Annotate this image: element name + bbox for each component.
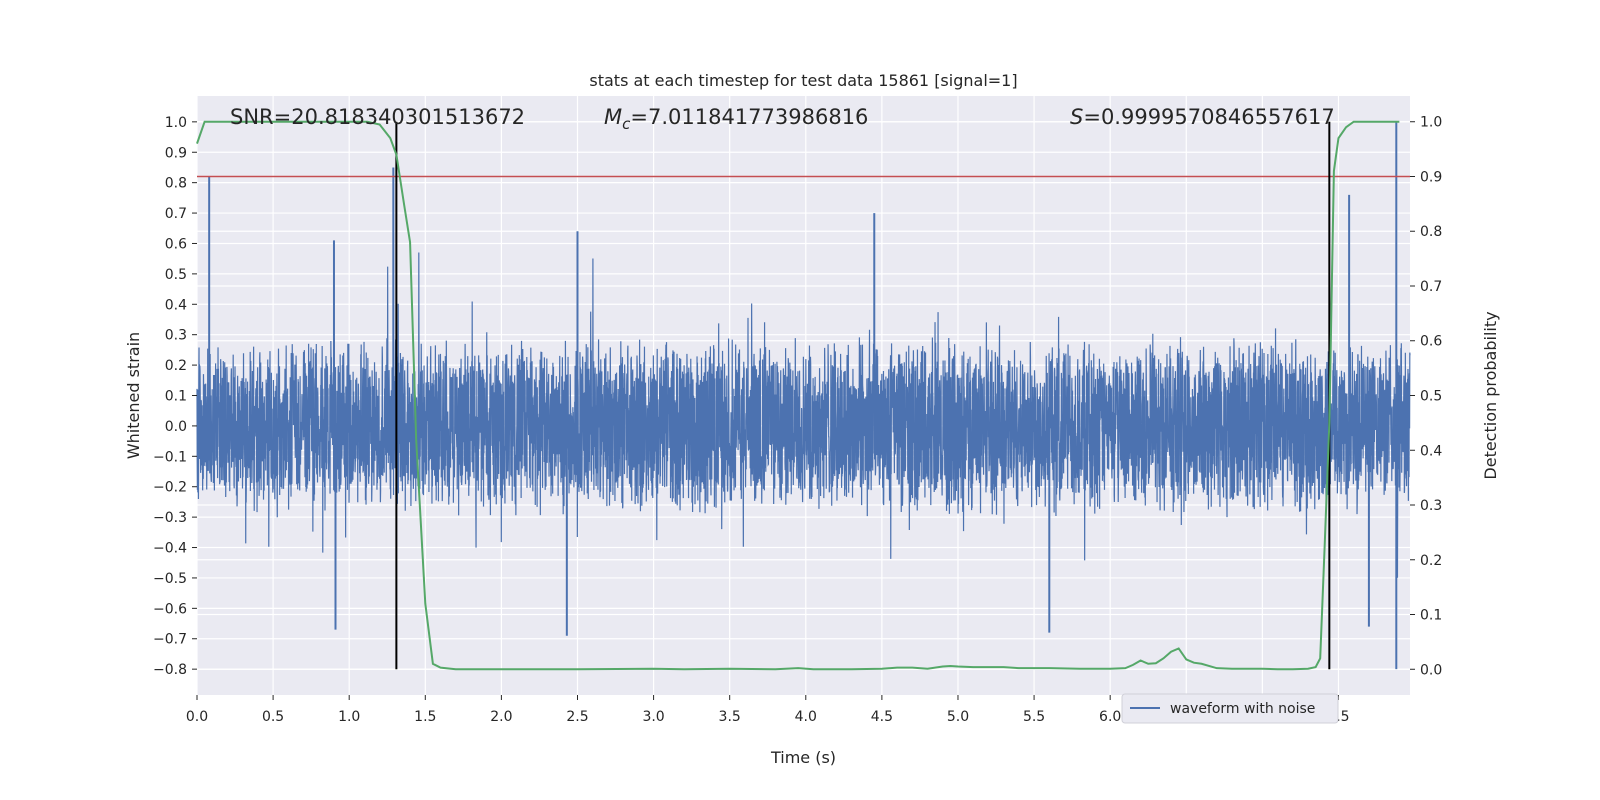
x-tick-label: 2.0 [490, 709, 512, 725]
x-tick-label: 4.5 [871, 709, 893, 725]
y-left-tick-label: −0.7 [153, 632, 187, 648]
waveform-series [196, 121, 1411, 670]
y-left-tick-label: 0.6 [165, 236, 187, 252]
y-left-tick-label: 0.4 [165, 297, 187, 313]
y-left-tick-label: 0.0 [165, 419, 187, 435]
y-right-tick-label: 0.4 [1420, 443, 1442, 459]
x-tick-label: 6.0 [1099, 709, 1121, 725]
y-right-tick-label: 0.9 [1420, 169, 1442, 185]
y-right-tick-label: 0.0 [1420, 662, 1442, 678]
x-axis-label: Time (s) [770, 748, 836, 767]
y-left-tick-label: 0.8 [165, 176, 187, 192]
y-left-tick-label: 0.7 [165, 206, 187, 222]
y-right-tick-label: 1.0 [1420, 115, 1442, 131]
x-tick-label: 3.0 [642, 709, 664, 725]
y-left-tick-label: 0.5 [165, 267, 187, 283]
x-tick-label: 2.5 [566, 709, 588, 725]
score-annotation: S=0.9999570846557617 [1070, 105, 1335, 129]
mc-subscript: c [622, 115, 631, 133]
x-tick-label: 5.0 [947, 709, 969, 725]
x-tick-label: 5.5 [1023, 709, 1045, 725]
legend-label: waveform with noise [1170, 701, 1315, 717]
y-left-tick-label: 1.0 [165, 115, 187, 131]
x-tick-label: 3.5 [719, 709, 741, 725]
detection-probability-line [196, 120, 1400, 671]
y-left-tick-label: −0.6 [153, 601, 187, 617]
y-right-tick-label: 0.7 [1420, 279, 1442, 295]
y-right-tick-label: 0.5 [1420, 389, 1442, 405]
y-left-tick-label: 0.2 [165, 358, 187, 374]
y-right-tick-label: 0.1 [1420, 608, 1442, 624]
y-left-tick-label: −0.5 [153, 571, 187, 587]
y-axis-label-right: Detection probability [1481, 311, 1500, 479]
mc-value: =7.011841773986816 [630, 105, 868, 129]
x-tick-label: 1.5 [414, 709, 436, 725]
chart-title: stats at each timestep for test data 158… [589, 71, 1017, 90]
x-tick-label: 0.0 [186, 709, 208, 725]
legend: waveform with noise [1121, 693, 1339, 724]
s-value: =0.9999570846557617 [1083, 105, 1334, 129]
y-left-tick-label: 0.9 [165, 145, 187, 161]
y-left-tick-label: −0.3 [153, 510, 187, 526]
y-right-tick-label: 0.6 [1420, 334, 1442, 350]
s-symbol: S [1070, 105, 1083, 129]
overlay-lines [196, 120, 1410, 671]
mc-symbol: M [604, 105, 622, 129]
waveform-line [196, 252, 1411, 578]
x-tick-label: 4.0 [795, 709, 817, 725]
x-tick-label: 0.5 [262, 709, 284, 725]
y-left-tick-label: −0.2 [153, 480, 187, 496]
y-right-tick-label: 0.8 [1420, 224, 1442, 240]
y-left-tick-label: −0.8 [153, 662, 187, 678]
chirp-mass-annotation: Mc=7.011841773986816 [604, 105, 868, 133]
x-tick-label: 1.0 [338, 709, 360, 725]
y-left-tick-label: 0.1 [165, 389, 187, 405]
y-left-tick-label: 0.3 [165, 328, 187, 344]
y-right-tick-label: 0.2 [1420, 553, 1442, 569]
y-left-tick-label: −0.4 [153, 541, 187, 557]
y-left-tick-label: −0.1 [153, 449, 187, 465]
y-axis-label-left: Whitened strain [124, 332, 143, 459]
y-right-tick-label: 0.3 [1420, 498, 1442, 514]
legend-box [1121, 693, 1339, 724]
snr-annotation: SNR=20.818340301513672 [230, 105, 525, 129]
